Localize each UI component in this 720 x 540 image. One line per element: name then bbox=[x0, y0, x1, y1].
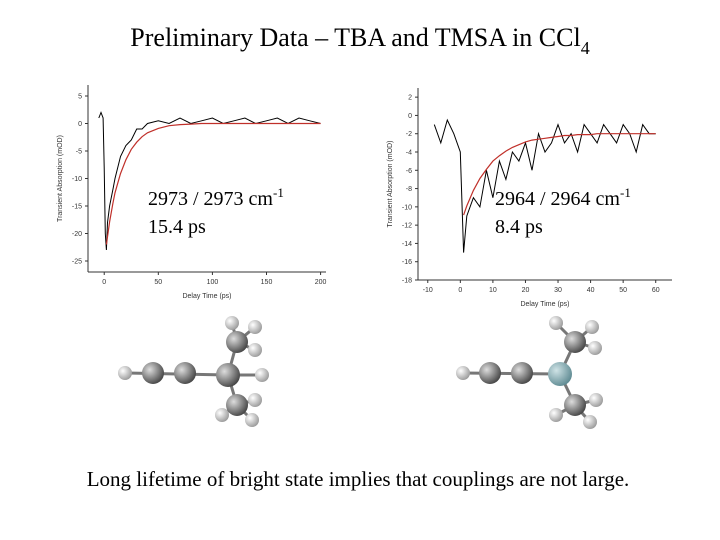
y-tick-label: -2 bbox=[406, 131, 412, 138]
y-tick-label: -5 bbox=[76, 149, 82, 156]
y-tick-label: 0 bbox=[78, 121, 82, 128]
y-axis-label: Transient Absorption (mOD) bbox=[387, 141, 394, 228]
plot: 20-2-4-6-8-10-12-14-16-18-10 0 10 20 30 40 50 6… bbox=[387, 88, 672, 308]
x-tick-label: 60 bbox=[652, 287, 660, 294]
y-tick-label: -20 bbox=[72, 231, 82, 238]
y-tick-label: 2 bbox=[408, 95, 412, 102]
y-tick-label: -15 bbox=[72, 204, 82, 211]
x-tick-label: 40 bbox=[587, 287, 595, 294]
y-axis-label: Transient Absorption (mOD) bbox=[57, 135, 64, 222]
x-tick-label: 150 bbox=[261, 279, 273, 286]
annotation: 2964 / 2964 cm-1 bbox=[495, 185, 631, 210]
y-tick-label: 5 bbox=[78, 94, 82, 101]
data-line bbox=[105, 122, 321, 245]
annotation-text: 2964 / 2964 cm bbox=[495, 188, 620, 210]
data-line bbox=[98, 111, 321, 251]
data-line bbox=[433, 118, 656, 253]
annotation-text: 2973 / 2973 cm bbox=[148, 188, 273, 210]
y-tick-label: -4 bbox=[406, 150, 412, 157]
y-tick-label: -18 bbox=[402, 278, 412, 285]
y-tick-label: -16 bbox=[402, 259, 412, 266]
y-tick-label: -10 bbox=[402, 204, 412, 211]
y-tick-label: -6 bbox=[406, 168, 412, 175]
annotation: 15.4 ps bbox=[148, 216, 206, 238]
y-tick-label: -25 bbox=[72, 259, 82, 266]
annotation-sup: -1 bbox=[620, 185, 631, 200]
y-tick-label: -8 bbox=[406, 186, 412, 193]
annotation-sup: -1 bbox=[273, 185, 284, 200]
x-tick-label: 0 bbox=[102, 279, 106, 286]
x-axis-label: Delay Time (ps) bbox=[520, 301, 569, 308]
x-tick-label: 10 bbox=[489, 287, 497, 294]
x-axis-label: Delay Time (ps) bbox=[182, 293, 231, 300]
data-line bbox=[463, 133, 656, 216]
y-tick-label: 0 bbox=[408, 113, 412, 120]
molecule-tmsa bbox=[456, 316, 603, 429]
annotation: 2973 / 2973 cm-1 bbox=[148, 185, 284, 210]
annotation-text: 15.4 ps bbox=[148, 216, 206, 238]
annotation: 8.4 ps bbox=[495, 216, 543, 238]
x-tick-label: 30 bbox=[554, 287, 562, 294]
x-tick-label: -10 bbox=[423, 287, 433, 294]
x-tick-label: 50 bbox=[154, 279, 162, 286]
annotation-text: 8.4 ps bbox=[495, 216, 543, 238]
molecule-tba bbox=[118, 316, 269, 427]
x-tick-label: 100 bbox=[207, 279, 219, 286]
y-tick-label: -10 bbox=[72, 176, 82, 183]
x-tick-label: 50 bbox=[619, 287, 627, 294]
y-tick-label: -12 bbox=[402, 223, 412, 230]
x-tick-label: 20 bbox=[522, 287, 530, 294]
x-tick-label: 0 bbox=[458, 287, 462, 294]
y-tick-label: -14 bbox=[402, 241, 412, 248]
slide-title: Preliminary Data – TBA and TMSA in CCl4 bbox=[130, 23, 589, 58]
caption: Long lifetime of bright state implies th… bbox=[87, 467, 630, 491]
x-tick-label: 200 bbox=[315, 279, 327, 286]
